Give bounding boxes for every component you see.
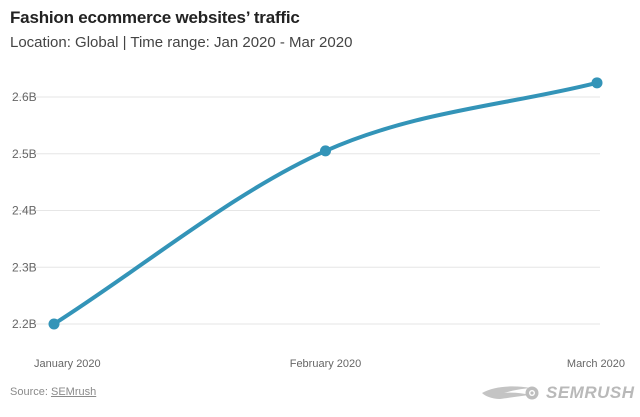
fireball-icon bbox=[482, 386, 539, 400]
y-tick-label: 2.6B bbox=[12, 90, 37, 104]
series-line bbox=[52, 80, 599, 326]
y-tick-label: 2.2B bbox=[12, 317, 37, 331]
data-point[interactable] bbox=[320, 145, 331, 157]
chart-subtitle: Location: Global | Time range: Jan 2020 … bbox=[10, 34, 353, 51]
y-tick-label: 2.4B bbox=[12, 204, 37, 218]
data-point[interactable] bbox=[591, 77, 603, 89]
y-axis: 2.2B 2.3B 2.4B 2.5B 2.6B bbox=[12, 90, 37, 331]
source-link[interactable]: SEMrush bbox=[50, 386, 97, 398]
logo-text: SEMRUSH bbox=[546, 383, 635, 402]
y-tick-label: 2.3B bbox=[12, 260, 37, 274]
data-point[interactable] bbox=[48, 318, 60, 330]
source-label: Source: bbox=[10, 386, 48, 398]
chart-title: Fashion ecommerce websites’ traffic bbox=[10, 8, 300, 27]
semrush-logo: SEMRUSH bbox=[480, 380, 635, 406]
x-tick-label: January 2020 bbox=[34, 358, 101, 370]
source-note: Source: SEMrush bbox=[10, 386, 96, 398]
y-tick-label: 2.5B bbox=[12, 147, 37, 161]
series-group bbox=[48, 77, 603, 330]
x-tick-label: March 2020 bbox=[567, 358, 625, 370]
x-axis: January 2020 February 2020 March 2020 bbox=[34, 358, 625, 370]
grid-lines bbox=[12, 96, 600, 325]
x-tick-label: February 2020 bbox=[290, 358, 362, 370]
